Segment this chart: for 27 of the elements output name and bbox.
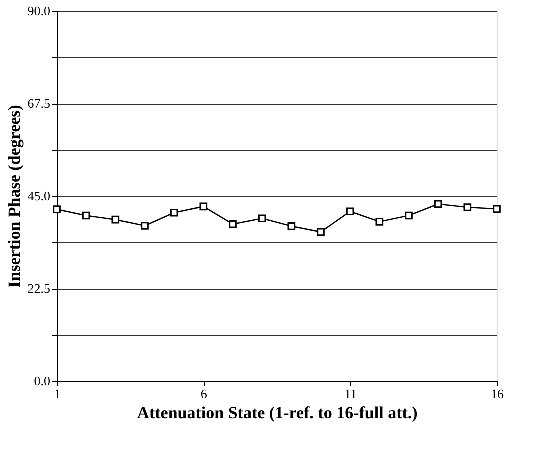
point xyxy=(376,218,384,226)
point xyxy=(258,214,266,223)
y-tick-label: 0.0 xyxy=(34,374,50,388)
point xyxy=(405,212,413,220)
y-axis-title: Insertion Phase (degrees) xyxy=(4,105,24,288)
point xyxy=(229,220,237,228)
x-tick-label: 11 xyxy=(344,386,358,402)
x-tick-label: 16 xyxy=(491,386,504,402)
y-tick-label: 67.5 xyxy=(28,96,50,111)
point xyxy=(434,200,442,208)
y-tick-label: 90.0 xyxy=(28,4,50,18)
point xyxy=(170,208,178,217)
point xyxy=(141,222,149,230)
y-tick-label: 22.5 xyxy=(28,281,50,296)
point xyxy=(493,205,501,214)
x-tick-label: 1 xyxy=(54,386,61,402)
y-tick-label: 45.0 xyxy=(28,188,50,204)
point xyxy=(464,204,472,212)
point xyxy=(346,208,354,216)
point xyxy=(200,202,208,211)
x-tick-label: 6 xyxy=(200,386,208,402)
point xyxy=(317,228,325,236)
point xyxy=(288,222,296,230)
x-axis-title: Attenuation State (1-ref. to 16-full att.) xyxy=(137,404,418,422)
point xyxy=(82,212,90,220)
point xyxy=(112,216,120,224)
point xyxy=(53,206,61,214)
